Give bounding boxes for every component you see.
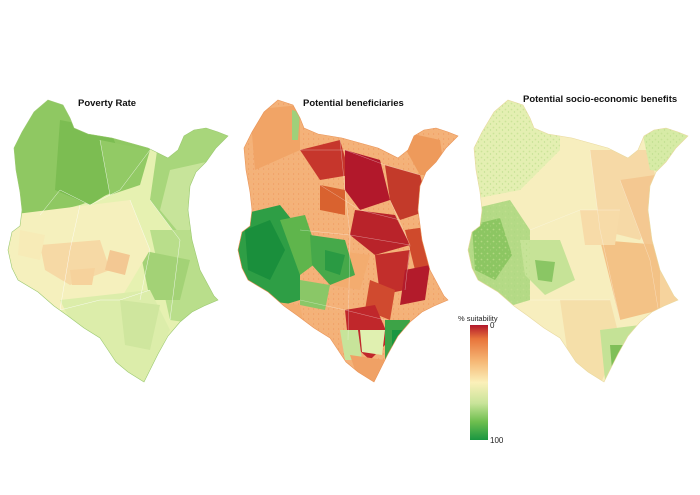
poverty-rate-map: [7, 99, 229, 383]
socio-economic-benefits-map: [467, 99, 689, 383]
legend-title: % suitability: [458, 314, 498, 323]
potential-beneficiaries-map: [237, 99, 459, 383]
legend-min-label: 0: [490, 321, 495, 330]
potential-beneficiaries-title: Potential beneficiaries: [303, 98, 404, 109]
legend-max-label: 100: [490, 436, 504, 445]
poverty-rate-title: Poverty Rate: [78, 98, 137, 109]
socio-economic-benefits-title: Potential socio-economic benefits: [523, 94, 678, 105]
legend-colorbar: [470, 325, 488, 440]
